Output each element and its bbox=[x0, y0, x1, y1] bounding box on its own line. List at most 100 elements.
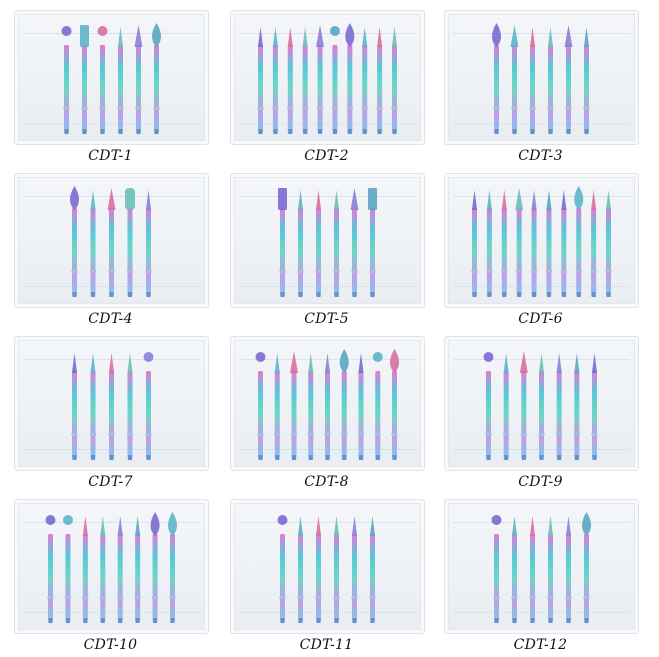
bit-needle bbox=[117, 516, 124, 623]
bit-ball bbox=[483, 352, 494, 460]
product-card: CDT-9 bbox=[438, 328, 643, 491]
bit-needle bbox=[547, 516, 554, 623]
bit-case bbox=[444, 499, 639, 634]
bit-needle bbox=[560, 190, 567, 297]
tray-ridge bbox=[239, 123, 416, 124]
product-code-label: CDT-7 bbox=[88, 474, 133, 490]
product-card: CDT-8 bbox=[224, 328, 429, 491]
bit-needle bbox=[90, 190, 96, 297]
drill-bit-set bbox=[278, 188, 377, 297]
product-code-label: CDT-11 bbox=[299, 637, 354, 653]
bit-needle bbox=[565, 516, 572, 623]
drill-bit-set bbox=[70, 186, 152, 297]
product-code-label: CDT-6 bbox=[518, 311, 563, 327]
bit-ball bbox=[277, 515, 288, 623]
drill-bit-set bbox=[71, 352, 154, 460]
drill-bit-set bbox=[255, 349, 399, 460]
bit-needle bbox=[127, 353, 133, 460]
bit-needle bbox=[333, 190, 340, 297]
bit-case bbox=[14, 173, 209, 308]
bit-case bbox=[14, 336, 209, 471]
drill-bit-set bbox=[277, 515, 376, 623]
tray-ridge bbox=[239, 286, 416, 287]
product-code-label: CDT-9 bbox=[518, 474, 563, 490]
tray-ridge bbox=[239, 522, 416, 523]
bit-needle bbox=[117, 27, 124, 134]
bit-ball bbox=[61, 26, 72, 134]
bit-flame bbox=[168, 512, 177, 623]
product-card: CDT-3 bbox=[438, 2, 643, 165]
bit-needle bbox=[503, 353, 510, 460]
bit-needle bbox=[90, 353, 96, 460]
bit-cone bbox=[564, 25, 573, 134]
bit-flame bbox=[582, 512, 591, 623]
bit-needle bbox=[108, 353, 115, 460]
bit-needle bbox=[274, 353, 281, 460]
bit-needle bbox=[315, 190, 322, 297]
bit-ball bbox=[329, 26, 340, 134]
bit-ball bbox=[491, 515, 502, 623]
bit-needle bbox=[145, 190, 152, 297]
product-card: CDT-6 bbox=[438, 165, 643, 328]
bit-needle bbox=[556, 353, 563, 460]
product-code-label: CDT-8 bbox=[304, 474, 349, 490]
bit-needle bbox=[573, 353, 580, 460]
bit-case bbox=[230, 499, 425, 634]
bit-ball bbox=[255, 352, 266, 460]
bit-needle bbox=[272, 27, 279, 134]
drill-bit-set bbox=[492, 23, 590, 134]
bit-flame bbox=[345, 23, 355, 134]
bit-needle bbox=[297, 190, 304, 297]
product-code-label: CDT-4 bbox=[88, 311, 133, 327]
bit-needle bbox=[471, 190, 478, 297]
bit-flame bbox=[492, 23, 501, 134]
bit-needle bbox=[351, 516, 358, 623]
bit-case bbox=[14, 10, 209, 145]
product-card: CDT-2 bbox=[224, 2, 429, 165]
product-code-label: CDT-2 bbox=[304, 148, 349, 164]
bit-needle bbox=[369, 516, 376, 623]
tray-ridge bbox=[23, 612, 200, 613]
tray-ridge bbox=[453, 286, 630, 287]
bit-needle bbox=[333, 516, 340, 623]
bit-barrel bbox=[125, 188, 135, 297]
product-card: CDT-11 bbox=[224, 491, 429, 654]
bit-needle bbox=[538, 353, 545, 460]
bit-case bbox=[444, 173, 639, 308]
bit-ball bbox=[62, 515, 73, 623]
product-card: CDT-12 bbox=[438, 491, 643, 654]
bit-cylinder bbox=[368, 188, 377, 297]
drill-bit-set bbox=[471, 186, 612, 297]
bit-flame bbox=[152, 23, 161, 134]
bit-cone bbox=[316, 25, 325, 134]
product-card: CDT-1 bbox=[8, 2, 213, 165]
bit-cone bbox=[107, 188, 116, 297]
drill-bit-set bbox=[491, 512, 591, 623]
bit-cylinder bbox=[278, 188, 287, 297]
bit-needle bbox=[302, 27, 309, 134]
bit-case bbox=[230, 173, 425, 308]
bit-needle bbox=[511, 516, 518, 623]
bit-cone bbox=[519, 351, 528, 460]
bit-needle bbox=[391, 27, 398, 134]
bit-case bbox=[230, 10, 425, 145]
bit-needle bbox=[307, 353, 314, 460]
product-code-label: CDT-3 bbox=[518, 148, 563, 164]
bit-needle bbox=[287, 27, 294, 134]
bit-needle bbox=[99, 516, 106, 623]
drill-bit-set bbox=[61, 23, 161, 134]
tray-ridge bbox=[239, 612, 416, 613]
bit-needle bbox=[315, 516, 322, 623]
bit-cone bbox=[134, 25, 143, 134]
bit-ball bbox=[143, 352, 154, 460]
bit-flame bbox=[150, 512, 160, 623]
bit-case bbox=[444, 336, 639, 471]
tray-ridge bbox=[23, 123, 200, 124]
bit-flame bbox=[339, 349, 349, 460]
bit-case bbox=[14, 499, 209, 634]
tray-ridge bbox=[239, 196, 416, 197]
product-code-label: CDT-1 bbox=[88, 148, 133, 164]
bit-needle bbox=[297, 516, 304, 623]
product-code-label: CDT-10 bbox=[83, 637, 138, 653]
